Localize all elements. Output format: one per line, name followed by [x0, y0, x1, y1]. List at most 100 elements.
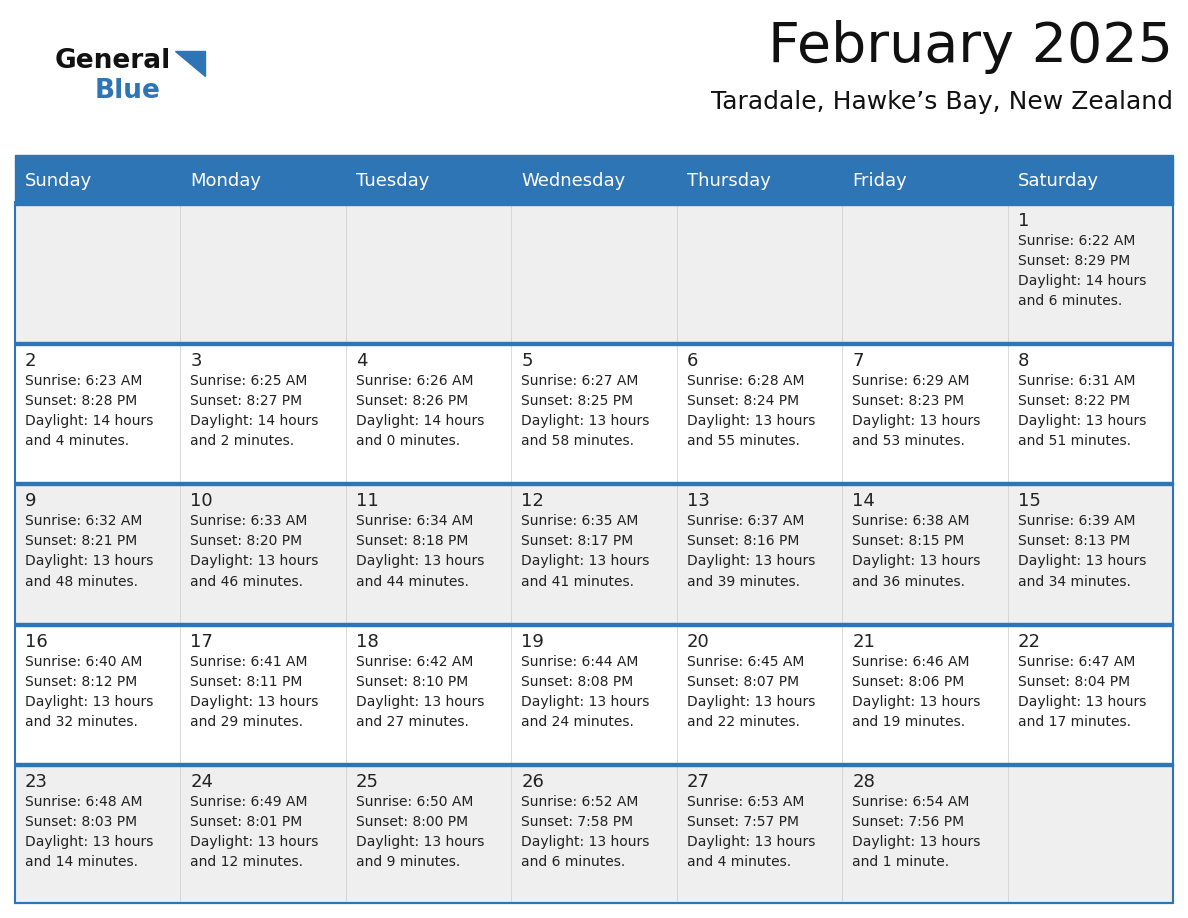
Bar [511, 160, 677, 202]
Bar [842, 486, 1007, 622]
Text: 24: 24 [190, 773, 214, 790]
Text: Wednesday: Wednesday [522, 172, 626, 190]
Bar [181, 345, 346, 482]
Bar [15, 622, 1173, 625]
Text: Taradale, Hawke’s Bay, New Zealand: Taradale, Hawke’s Bay, New Zealand [710, 90, 1173, 114]
Bar [842, 205, 1007, 342]
Text: 21: 21 [852, 633, 876, 651]
Bar [15, 486, 181, 622]
Bar [15, 202, 1173, 903]
Text: Sunrise: 6:41 AM
Sunset: 8:11 PM
Daylight: 13 hours
and 29 minutes.: Sunrise: 6:41 AM Sunset: 8:11 PM Dayligh… [190, 655, 318, 729]
Polygon shape [175, 51, 206, 76]
Bar [15, 155, 1173, 160]
Text: 20: 20 [687, 633, 709, 651]
Bar [842, 625, 1007, 763]
Bar [1007, 345, 1173, 482]
Bar [511, 486, 677, 622]
Text: Sunrise: 6:42 AM
Sunset: 8:10 PM
Daylight: 13 hours
and 27 minutes.: Sunrise: 6:42 AM Sunset: 8:10 PM Dayligh… [356, 655, 485, 729]
Bar [181, 160, 346, 202]
Text: Sunday: Sunday [25, 172, 93, 190]
Bar [511, 625, 677, 763]
Text: Friday: Friday [852, 172, 906, 190]
Text: 18: 18 [356, 633, 379, 651]
Bar [15, 625, 181, 763]
Text: 28: 28 [852, 773, 876, 790]
Text: Sunrise: 6:45 AM
Sunset: 8:07 PM
Daylight: 13 hours
and 22 minutes.: Sunrise: 6:45 AM Sunset: 8:07 PM Dayligh… [687, 655, 815, 729]
Text: Sunrise: 6:44 AM
Sunset: 8:08 PM
Daylight: 13 hours
and 24 minutes.: Sunrise: 6:44 AM Sunset: 8:08 PM Dayligh… [522, 655, 650, 729]
Bar [181, 486, 346, 622]
Bar [181, 766, 346, 903]
Text: Sunrise: 6:40 AM
Sunset: 8:12 PM
Daylight: 13 hours
and 32 minutes.: Sunrise: 6:40 AM Sunset: 8:12 PM Dayligh… [25, 655, 153, 729]
Text: Sunrise: 6:31 AM
Sunset: 8:22 PM
Daylight: 13 hours
and 51 minutes.: Sunrise: 6:31 AM Sunset: 8:22 PM Dayligh… [1018, 375, 1146, 448]
Bar [346, 345, 511, 482]
Bar [677, 625, 842, 763]
Bar [842, 345, 1007, 482]
Bar [1007, 486, 1173, 622]
Text: Sunrise: 6:34 AM
Sunset: 8:18 PM
Daylight: 13 hours
and 44 minutes.: Sunrise: 6:34 AM Sunset: 8:18 PM Dayligh… [356, 514, 485, 588]
Text: Sunrise: 6:49 AM
Sunset: 8:01 PM
Daylight: 13 hours
and 12 minutes.: Sunrise: 6:49 AM Sunset: 8:01 PM Dayligh… [190, 795, 318, 869]
Text: 14: 14 [852, 492, 876, 510]
Text: Sunrise: 6:25 AM
Sunset: 8:27 PM
Daylight: 14 hours
and 2 minutes.: Sunrise: 6:25 AM Sunset: 8:27 PM Dayligh… [190, 375, 318, 448]
Text: 27: 27 [687, 773, 709, 790]
Bar [15, 763, 1173, 766]
Text: Blue: Blue [95, 78, 160, 104]
Bar [1007, 766, 1173, 903]
Text: 11: 11 [356, 492, 379, 510]
Bar [15, 202, 1173, 205]
Bar [677, 486, 842, 622]
Text: Saturday: Saturday [1018, 172, 1099, 190]
Bar [677, 205, 842, 342]
Bar [15, 766, 181, 903]
Bar [346, 766, 511, 903]
Text: Sunrise: 6:35 AM
Sunset: 8:17 PM
Daylight: 13 hours
and 41 minutes.: Sunrise: 6:35 AM Sunset: 8:17 PM Dayligh… [522, 514, 650, 588]
Text: 1: 1 [1018, 212, 1029, 230]
Text: 22: 22 [1018, 633, 1041, 651]
Text: Sunrise: 6:28 AM
Sunset: 8:24 PM
Daylight: 13 hours
and 55 minutes.: Sunrise: 6:28 AM Sunset: 8:24 PM Dayligh… [687, 375, 815, 448]
Bar [15, 160, 181, 202]
Text: Sunrise: 6:23 AM
Sunset: 8:28 PM
Daylight: 14 hours
and 4 minutes.: Sunrise: 6:23 AM Sunset: 8:28 PM Dayligh… [25, 375, 153, 448]
Bar [1007, 625, 1173, 763]
Bar [15, 205, 181, 342]
Text: Sunrise: 6:46 AM
Sunset: 8:06 PM
Daylight: 13 hours
and 19 minutes.: Sunrise: 6:46 AM Sunset: 8:06 PM Dayligh… [852, 655, 980, 729]
Text: 5: 5 [522, 353, 532, 370]
Bar [677, 160, 842, 202]
Text: 12: 12 [522, 492, 544, 510]
Bar [511, 205, 677, 342]
Text: 26: 26 [522, 773, 544, 790]
Bar [842, 160, 1007, 202]
Bar [181, 205, 346, 342]
Text: 2: 2 [25, 353, 37, 370]
Text: General: General [55, 48, 171, 74]
Text: Sunrise: 6:29 AM
Sunset: 8:23 PM
Daylight: 13 hours
and 53 minutes.: Sunrise: 6:29 AM Sunset: 8:23 PM Dayligh… [852, 375, 980, 448]
Text: 6: 6 [687, 353, 699, 370]
Bar [346, 160, 511, 202]
Text: Sunrise: 6:32 AM
Sunset: 8:21 PM
Daylight: 13 hours
and 48 minutes.: Sunrise: 6:32 AM Sunset: 8:21 PM Dayligh… [25, 514, 153, 588]
Text: 8: 8 [1018, 353, 1029, 370]
Text: 10: 10 [190, 492, 213, 510]
Bar [181, 625, 346, 763]
Bar [346, 486, 511, 622]
Text: Tuesday: Tuesday [356, 172, 429, 190]
Text: Monday: Monday [190, 172, 261, 190]
Bar [1007, 205, 1173, 342]
Text: 17: 17 [190, 633, 214, 651]
Text: 13: 13 [687, 492, 709, 510]
Text: Sunrise: 6:38 AM
Sunset: 8:15 PM
Daylight: 13 hours
and 36 minutes.: Sunrise: 6:38 AM Sunset: 8:15 PM Dayligh… [852, 514, 980, 588]
Bar [1007, 160, 1173, 202]
Bar [346, 205, 511, 342]
Bar [15, 482, 1173, 486]
Text: 15: 15 [1018, 492, 1041, 510]
Text: February 2025: February 2025 [767, 20, 1173, 74]
Bar [511, 345, 677, 482]
Text: Sunrise: 6:53 AM
Sunset: 7:57 PM
Daylight: 13 hours
and 4 minutes.: Sunrise: 6:53 AM Sunset: 7:57 PM Dayligh… [687, 795, 815, 869]
Text: Sunrise: 6:47 AM
Sunset: 8:04 PM
Daylight: 13 hours
and 17 minutes.: Sunrise: 6:47 AM Sunset: 8:04 PM Dayligh… [1018, 655, 1146, 729]
Text: Sunrise: 6:26 AM
Sunset: 8:26 PM
Daylight: 14 hours
and 0 minutes.: Sunrise: 6:26 AM Sunset: 8:26 PM Dayligh… [356, 375, 485, 448]
Text: 3: 3 [190, 353, 202, 370]
Text: Thursday: Thursday [687, 172, 771, 190]
Bar [346, 625, 511, 763]
Text: Sunrise: 6:39 AM
Sunset: 8:13 PM
Daylight: 13 hours
and 34 minutes.: Sunrise: 6:39 AM Sunset: 8:13 PM Dayligh… [1018, 514, 1146, 588]
Bar [842, 766, 1007, 903]
Text: Sunrise: 6:54 AM
Sunset: 7:56 PM
Daylight: 13 hours
and 1 minute.: Sunrise: 6:54 AM Sunset: 7:56 PM Dayligh… [852, 795, 980, 869]
Text: Sunrise: 6:22 AM
Sunset: 8:29 PM
Daylight: 14 hours
and 6 minutes.: Sunrise: 6:22 AM Sunset: 8:29 PM Dayligh… [1018, 234, 1146, 308]
Text: 9: 9 [25, 492, 37, 510]
